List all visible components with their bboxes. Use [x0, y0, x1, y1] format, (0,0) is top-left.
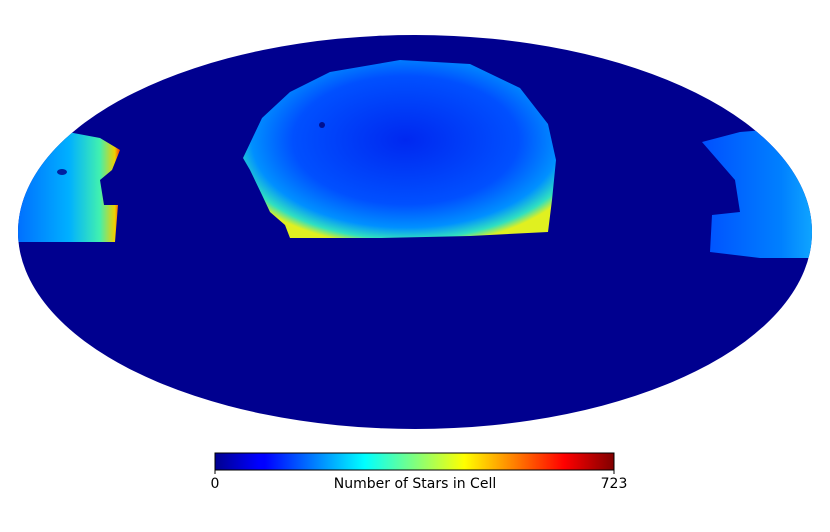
hole: [319, 122, 325, 128]
colorbar-tick-label: 0: [211, 476, 220, 492]
colorbar: [214, 452, 615, 471]
survey-regions: [18, 60, 812, 258]
colorbar-tick-label: 723: [601, 476, 628, 492]
hole: [57, 169, 67, 175]
colorbar-label: Number of Stars in Cell: [334, 476, 496, 492]
north-cap-region: [243, 60, 556, 238]
